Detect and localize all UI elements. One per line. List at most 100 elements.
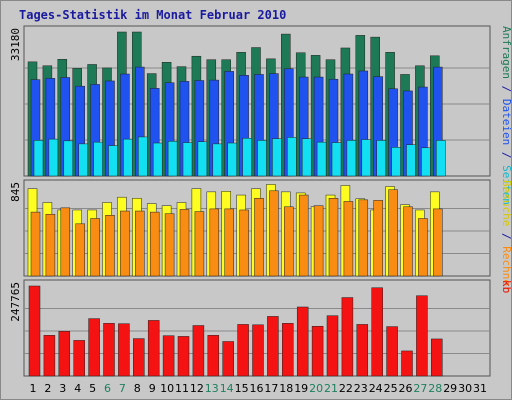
bar-rechner-day-11 — [179, 209, 190, 277]
bar-kb-day-27 — [416, 295, 428, 377]
bar-rechner-day-27 — [418, 218, 428, 277]
legend-entry: Dateien — [500, 99, 512, 145]
x-tick-label-day-25: 25 — [384, 382, 398, 395]
bar-kb-day-25 — [386, 326, 398, 377]
y-max-label-middle: 845 — [9, 182, 22, 202]
bar-kb-day-23 — [356, 324, 369, 377]
bar-rechner-day-28 — [433, 208, 443, 277]
legend-entry: / — [500, 79, 512, 99]
bar-kb-day-21 — [326, 315, 339, 377]
bar-seiten-day-28 — [436, 140, 446, 177]
bar-seiten-day-23 — [361, 139, 372, 177]
bar-seiten-day-14 — [227, 142, 237, 177]
x-tick-label-day-1: 1 — [30, 382, 37, 395]
x-tick-label-day-9: 9 — [149, 382, 156, 395]
legend-top: Anfragen / Dateien / Seiten — [500, 26, 512, 205]
legend-entry: kb — [500, 280, 512, 293]
panel-bottom: 247765 kb — [9, 279, 512, 377]
bar-kb-day-22 — [341, 297, 354, 377]
x-tick-label-day-19: 19 — [294, 382, 308, 395]
x-tick-label-day-16: 16 — [250, 382, 264, 395]
bar-rechner-day-13 — [209, 208, 220, 277]
x-tick-label-day-11: 11 — [175, 382, 189, 395]
bar-seiten-day-20 — [316, 141, 327, 177]
bar-kb-day-4 — [73, 340, 85, 377]
bar-kb-day-28 — [431, 338, 443, 377]
x-tick-label-day-30: 30 — [458, 382, 472, 395]
bar-seiten-day-24 — [376, 140, 386, 177]
bar-kb-day-2 — [43, 335, 56, 377]
bar-seiten-day-25 — [391, 147, 401, 177]
bar-kb-day-11 — [177, 336, 190, 377]
bar-seiten-day-19 — [301, 138, 312, 177]
bar-rechner-day-15 — [239, 209, 249, 277]
bar-seiten-day-16 — [257, 140, 267, 177]
bar-seiten-day-4 — [78, 143, 88, 177]
bar-kb-day-26 — [401, 350, 413, 377]
bar-rechner-day-25 — [388, 189, 398, 277]
bar-rechner-day-19 — [298, 194, 309, 277]
bar-kb-day-10 — [162, 335, 175, 377]
bar-rechner-day-12 — [194, 211, 205, 277]
bar-kb-day-5 — [88, 318, 100, 377]
bar-kb-day-17 — [267, 316, 279, 377]
x-tick-label-day-29: 29 — [443, 382, 457, 395]
legend-entry: Seiten — [500, 165, 512, 205]
bar-kb-day-8 — [133, 338, 145, 377]
bar-seiten-day-18 — [287, 137, 297, 177]
x-tick-label-day-24: 24 — [369, 382, 383, 395]
panel-top: 33180 Anfragen / Dateien / Seiten — [9, 25, 512, 205]
bar-seiten-day-22 — [346, 140, 357, 177]
bar-rechner-day-21 — [328, 197, 339, 277]
x-tick-label-day-20: 20 — [309, 382, 323, 395]
x-tick-label-day-13: 13 — [205, 382, 219, 395]
bar-kb-day-7 — [118, 323, 130, 377]
legend-entry: Anfragen — [500, 26, 512, 79]
bar-rechner-day-18 — [284, 206, 294, 277]
legend-entry: / — [500, 145, 512, 165]
x-tick-label-day-7: 7 — [119, 382, 126, 395]
bar-seiten-day-10 — [167, 141, 178, 177]
bar-seiten-day-1 — [33, 140, 44, 177]
bar-rechner-day-14 — [224, 208, 234, 277]
bar-kb-day-9 — [147, 320, 160, 377]
legend-entry: / — [500, 226, 512, 246]
bar-kb-day-24 — [371, 287, 383, 377]
bar-seiten-day-21 — [331, 142, 342, 177]
x-tick-label-day-3: 3 — [59, 382, 66, 395]
x-tick-label-day-8: 8 — [134, 382, 141, 395]
bar-rechner-day-23 — [358, 199, 369, 277]
bar-kb-day-16 — [252, 324, 264, 377]
bar-seiten-day-17 — [272, 138, 282, 177]
bar-rechner-day-24 — [373, 200, 383, 277]
bar-rechner-day-5 — [90, 218, 100, 277]
chart-panels: 33180 Anfragen / Dateien / Seiten 845 Besuc… — [9, 25, 512, 377]
bar-seiten-day-8 — [138, 136, 148, 177]
x-tick-label-day-10: 10 — [160, 382, 174, 395]
bar-seiten-day-3 — [63, 140, 74, 177]
bar-kb-day-14 — [222, 341, 234, 377]
x-tick-label-day-18: 18 — [279, 382, 293, 395]
bar-rechner-day-6 — [105, 215, 115, 277]
x-tick-label-day-4: 4 — [74, 382, 81, 395]
bar-rechner-day-8 — [135, 210, 145, 277]
x-tick-label-day-22: 22 — [339, 382, 353, 395]
bar-kb-day-1 — [28, 285, 41, 377]
x-tick-label-day-6: 6 — [104, 382, 111, 395]
legend-bottom: kb — [500, 280, 512, 293]
bar-rechner-day-1 — [30, 211, 41, 277]
bar-kb-day-13 — [207, 335, 220, 377]
bar-rechner-day-2 — [45, 213, 56, 277]
bar-rechner-day-7 — [120, 210, 130, 277]
bar-seiten-day-12 — [197, 141, 208, 177]
bar-seiten-day-15 — [242, 137, 252, 177]
bar-kb-day-19 — [296, 306, 309, 377]
bar-kb-day-15 — [237, 324, 249, 377]
bar-seiten-day-27 — [421, 147, 431, 177]
bar-rechner-day-16 — [254, 197, 264, 277]
bar-kb-day-6 — [103, 323, 115, 377]
x-tick-label-day-2: 2 — [44, 382, 51, 395]
bar-rechner-day-10 — [164, 213, 175, 277]
bar-rechner-day-9 — [149, 211, 160, 277]
